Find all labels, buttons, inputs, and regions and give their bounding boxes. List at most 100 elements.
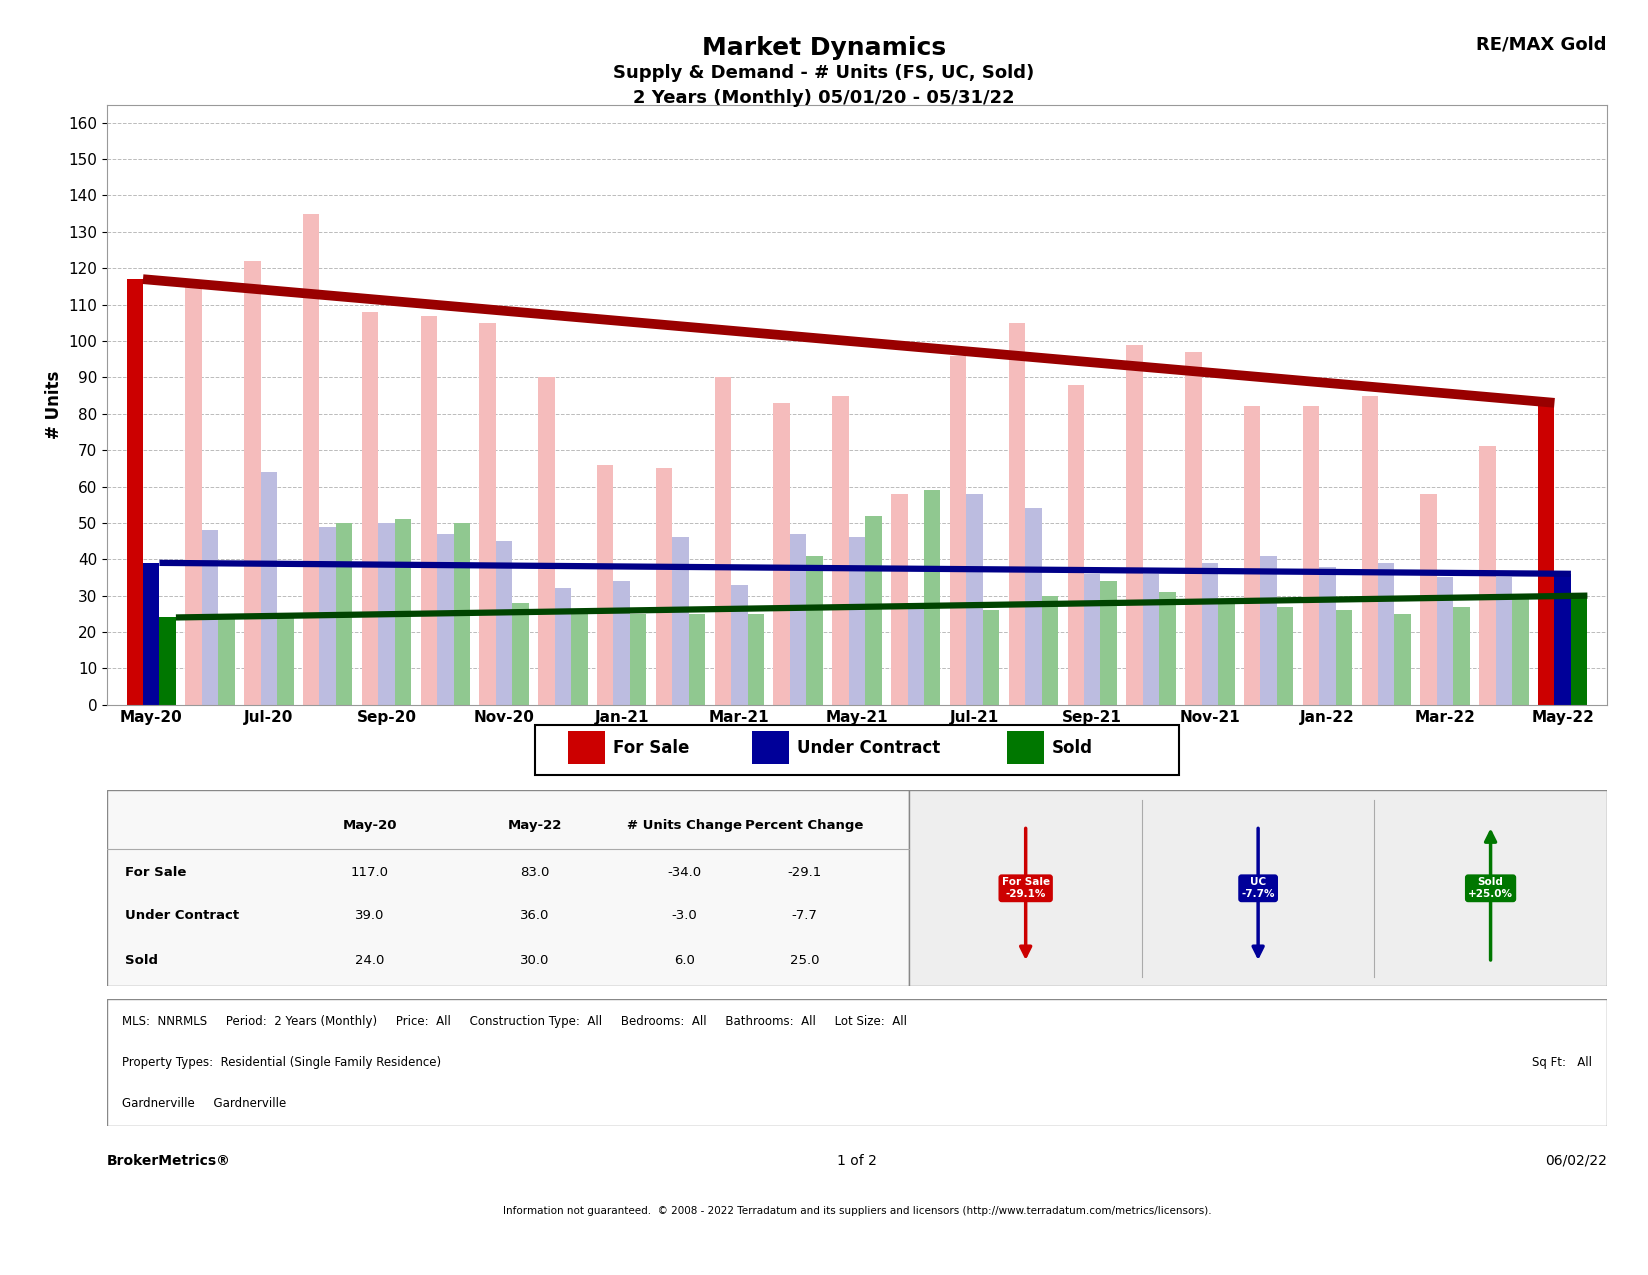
- Bar: [277, 613, 293, 705]
- FancyBboxPatch shape: [107, 1000, 1607, 1126]
- Bar: [865, 515, 882, 705]
- Bar: [656, 468, 672, 705]
- Bar: [966, 493, 982, 705]
- Text: Percent Change: Percent Change: [745, 819, 864, 833]
- Bar: [218, 613, 234, 705]
- Text: Sold
+25.0%: Sold +25.0%: [1468, 877, 1513, 899]
- Bar: [379, 523, 396, 705]
- Text: Sq Ft:   All: Sq Ft: All: [1531, 1056, 1592, 1070]
- Bar: [689, 613, 705, 705]
- Bar: [572, 611, 588, 705]
- Text: 25.0: 25.0: [789, 955, 819, 968]
- Bar: [127, 279, 143, 705]
- Text: BrokerMetrics®: BrokerMetrics®: [107, 1154, 231, 1168]
- Bar: [1101, 581, 1117, 705]
- Text: UC
-7.7%: UC -7.7%: [1241, 877, 1276, 899]
- Bar: [597, 464, 613, 705]
- Bar: [1201, 562, 1218, 705]
- Bar: [1554, 574, 1571, 705]
- Text: For Sale
-29.1%: For Sale -29.1%: [1002, 877, 1050, 899]
- Text: For Sale: For Sale: [613, 738, 689, 757]
- Bar: [1318, 566, 1335, 705]
- Bar: [539, 377, 555, 705]
- Bar: [1378, 562, 1394, 705]
- Bar: [630, 613, 646, 705]
- Bar: [420, 315, 437, 705]
- Text: May-22: May-22: [508, 819, 562, 833]
- Bar: [1394, 613, 1411, 705]
- Text: Information not guaranteed.  © 2008 - 2022 Terradatum and its suppliers and lice: Information not guaranteed. © 2008 - 202…: [503, 1206, 1211, 1216]
- Bar: [480, 323, 496, 705]
- FancyBboxPatch shape: [107, 790, 910, 987]
- Text: 83.0: 83.0: [519, 866, 549, 878]
- Bar: [1261, 556, 1277, 705]
- Bar: [160, 617, 176, 705]
- Text: Sold: Sold: [125, 955, 158, 968]
- Bar: [1571, 595, 1587, 705]
- Point: [900, 842, 920, 857]
- Text: For Sale: For Sale: [125, 866, 186, 878]
- Text: KEY INFORMATION: KEY INFORMATION: [793, 793, 921, 807]
- Bar: [1496, 578, 1513, 705]
- Bar: [513, 603, 529, 705]
- Bar: [1304, 407, 1318, 705]
- Text: Under Contract: Under Contract: [798, 738, 941, 757]
- Bar: [1538, 403, 1554, 705]
- Text: RE/MAX Gold: RE/MAX Gold: [1477, 36, 1607, 54]
- Bar: [1335, 611, 1351, 705]
- Bar: [832, 395, 849, 705]
- Bar: [1084, 574, 1101, 705]
- Text: Sold: Sold: [1051, 738, 1093, 757]
- Text: 24.0: 24.0: [354, 955, 384, 968]
- Bar: [672, 538, 689, 705]
- Bar: [751, 732, 789, 764]
- Text: -7.7: -7.7: [791, 909, 817, 922]
- Bar: [320, 527, 336, 705]
- Bar: [1513, 599, 1529, 705]
- Bar: [949, 356, 966, 705]
- Bar: [363, 312, 379, 705]
- Text: 06/02/22: 06/02/22: [1544, 1154, 1607, 1168]
- Bar: [185, 287, 201, 705]
- Text: 2 Years (Monthly) 05/01/20 - 05/31/22: 2 Years (Monthly) 05/01/20 - 05/31/22: [633, 89, 1015, 107]
- FancyBboxPatch shape: [534, 724, 1180, 775]
- Bar: [908, 607, 925, 705]
- Bar: [396, 519, 410, 705]
- Bar: [244, 261, 260, 705]
- Bar: [748, 613, 765, 705]
- Bar: [1421, 493, 1437, 705]
- Bar: [453, 523, 470, 705]
- Point: [97, 842, 117, 857]
- Text: -29.1: -29.1: [788, 866, 822, 878]
- Bar: [567, 732, 605, 764]
- Bar: [437, 534, 453, 705]
- Bar: [1009, 323, 1025, 705]
- Text: 36.0: 36.0: [519, 909, 549, 922]
- Bar: [982, 611, 999, 705]
- Bar: [892, 493, 908, 705]
- Text: Market Dynamics: Market Dynamics: [702, 36, 946, 60]
- Text: -3.0: -3.0: [672, 909, 697, 922]
- Bar: [789, 534, 806, 705]
- Text: 6.0: 6.0: [674, 955, 695, 968]
- Text: Supply & Demand - # Units (FS, UC, Sold): Supply & Demand - # Units (FS, UC, Sold): [613, 64, 1035, 82]
- Text: Gardnerville     Gardnerville: Gardnerville Gardnerville: [122, 1096, 287, 1109]
- Bar: [1025, 509, 1042, 705]
- Text: 30.0: 30.0: [519, 955, 549, 968]
- Bar: [715, 377, 732, 705]
- Bar: [806, 556, 822, 705]
- Bar: [303, 214, 320, 705]
- Bar: [1159, 592, 1175, 705]
- Text: 39.0: 39.0: [354, 909, 384, 922]
- Bar: [849, 538, 865, 705]
- Bar: [336, 523, 353, 705]
- Bar: [773, 403, 789, 705]
- Bar: [1068, 385, 1084, 705]
- Bar: [260, 472, 277, 705]
- Bar: [1007, 732, 1045, 764]
- Bar: [1185, 352, 1201, 705]
- Text: 117.0: 117.0: [351, 866, 389, 878]
- Bar: [613, 581, 630, 705]
- Text: May-20: May-20: [343, 819, 397, 833]
- Bar: [1244, 407, 1261, 705]
